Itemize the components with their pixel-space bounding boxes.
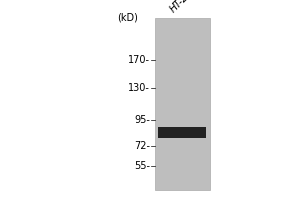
Text: (kD): (kD)	[117, 12, 138, 22]
Text: 130-: 130-	[128, 83, 150, 93]
FancyBboxPatch shape	[155, 18, 210, 190]
Text: 170-: 170-	[128, 55, 150, 65]
Text: 72-: 72-	[134, 141, 150, 151]
Text: HT-29: HT-29	[168, 0, 195, 14]
Text: 95-: 95-	[134, 115, 150, 125]
FancyBboxPatch shape	[158, 127, 206, 138]
Text: 55-: 55-	[134, 161, 150, 171]
